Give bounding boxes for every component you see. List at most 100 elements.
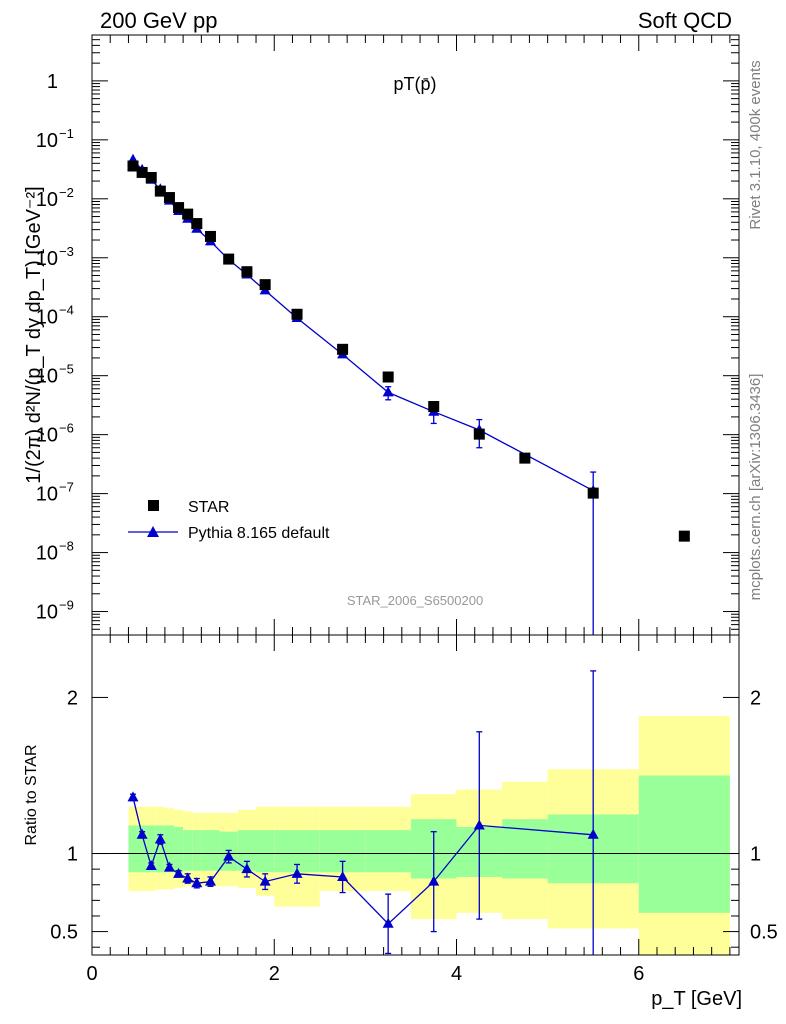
main-frame	[91, 34, 740, 636]
ratio-point	[127, 791, 139, 802]
ratio-point	[182, 872, 194, 883]
mc-point	[382, 386, 394, 397]
header-right: Soft QCD	[638, 8, 732, 33]
ratio-point	[259, 875, 271, 886]
ratio-band-inner	[237, 830, 257, 871]
y-tick-label: 10	[36, 543, 58, 565]
y-tick-label: 10	[36, 189, 58, 211]
data-series	[127, 160, 690, 542]
y-tick-exponent: −9	[59, 598, 74, 613]
data-point	[473, 428, 485, 440]
main-panel: 110−110−210−310−410−510−610−710−810−9 pT…	[23, 34, 740, 636]
y-tick-label: 10	[36, 130, 58, 152]
data-point	[382, 371, 394, 383]
data-point	[163, 192, 175, 204]
ratio-tick-label-right: 2	[750, 687, 761, 709]
ratio-tick-label-left: 2	[67, 687, 78, 709]
x-tick-label: 4	[451, 963, 462, 985]
data-point	[173, 202, 185, 214]
ratio-point	[204, 875, 216, 886]
legend-marker-mc	[147, 526, 159, 537]
y-tick-exponent: −2	[59, 185, 74, 200]
x-tick-label: 6	[633, 963, 644, 985]
ratio-frame	[91, 634, 740, 956]
data-point	[337, 343, 349, 355]
ratio-point	[382, 917, 394, 928]
ratio-bands	[128, 716, 730, 955]
y-tick-label: 10	[36, 366, 58, 388]
data-point	[587, 487, 599, 499]
y-tick-exponent: −4	[59, 303, 74, 318]
y-tick-label: 1	[47, 71, 58, 93]
ratio-band-inner	[128, 825, 138, 873]
ratio-band-inner	[164, 825, 175, 873]
ratio-y-label: Ratio to STAR	[23, 744, 40, 845]
data-point	[191, 218, 203, 230]
main-axis-ticks: 110−110−210−310−410−510−610−710−810−9	[36, 34, 739, 636]
data-point	[291, 308, 303, 320]
data-point	[182, 208, 194, 220]
x-axis: 0 2 4 6	[86, 963, 644, 985]
data-point	[145, 171, 157, 183]
y-tick-label: 10	[36, 602, 58, 624]
ratio-band-inner	[192, 830, 202, 871]
ratio-point	[136, 828, 148, 839]
data-point	[223, 253, 235, 265]
ratio-point	[154, 833, 166, 844]
ratio-tick-label-right: 1	[750, 844, 761, 866]
ratio-point	[173, 867, 185, 878]
data-point	[259, 279, 271, 291]
y-tick-label: 10	[36, 484, 58, 506]
legend: STAR Pythia 8.165 default	[128, 499, 330, 542]
y-tick-exponent: −1	[59, 126, 74, 141]
data-point	[154, 185, 166, 197]
ratio-point	[163, 861, 175, 872]
y-tick-exponent: −6	[59, 421, 74, 436]
y-tick-exponent: −7	[59, 480, 74, 495]
legend-marker-star	[148, 500, 159, 511]
data-point	[127, 160, 139, 172]
legend-label-star: STAR	[188, 499, 229, 516]
ratio-band-inner	[183, 830, 193, 871]
ratio-point	[145, 860, 157, 871]
ratio-point	[337, 870, 349, 881]
ratio-point	[291, 867, 303, 878]
ratio-band-inner	[365, 830, 411, 873]
y-tick-label: 10	[36, 425, 58, 447]
data-point	[428, 401, 440, 413]
ratio-point	[428, 875, 440, 886]
mcplots-label: mcplots.cern.ch [arXiv:1306.3436]	[747, 374, 764, 601]
ratio-band-inner	[638, 775, 730, 913]
ratio-point	[191, 877, 203, 888]
ratio-mc-series	[127, 670, 599, 955]
legend-label-mc: Pythia 8.165 default	[188, 525, 330, 542]
mc-line	[132, 159, 594, 492]
data-point	[204, 230, 216, 242]
ratio-tick-label-right: 0.5	[750, 922, 778, 944]
y-tick-label: 10	[36, 248, 58, 270]
y-tick-label: 10	[36, 307, 58, 329]
rivet-label: Rivet 3.1.10, 400k events	[747, 60, 764, 229]
ratio-point	[241, 863, 253, 874]
ratio-point	[223, 850, 235, 861]
ratio-band-inner	[155, 825, 165, 873]
ratio-point	[587, 828, 599, 839]
ratio-tick-label-left: 1	[67, 844, 78, 866]
x-tick-label: 0	[86, 963, 97, 985]
data-point	[519, 452, 531, 464]
ratio-tick-label-left: 0.5	[50, 922, 78, 944]
y-tick-exponent: −8	[59, 539, 74, 554]
chart-title: pT(p̄)	[393, 74, 436, 94]
header-left: 200 GeV pp	[100, 8, 217, 33]
y-tick-exponent: −5	[59, 362, 74, 377]
ratio-panel: 0.5 0.5 1 1 2 2 Ratio to STAR	[23, 634, 778, 956]
x-tick-label: 2	[269, 963, 280, 985]
data-point	[678, 530, 690, 542]
y-tick-exponent: −3	[59, 244, 74, 259]
ratio-axis-ticks: 0.5 0.5 1 1 2 2	[50, 635, 778, 955]
analysis-label: STAR_2006_S6500200	[347, 593, 483, 608]
data-point	[241, 266, 253, 278]
ratio-point	[473, 819, 485, 830]
ratio-band-inner	[146, 825, 156, 873]
